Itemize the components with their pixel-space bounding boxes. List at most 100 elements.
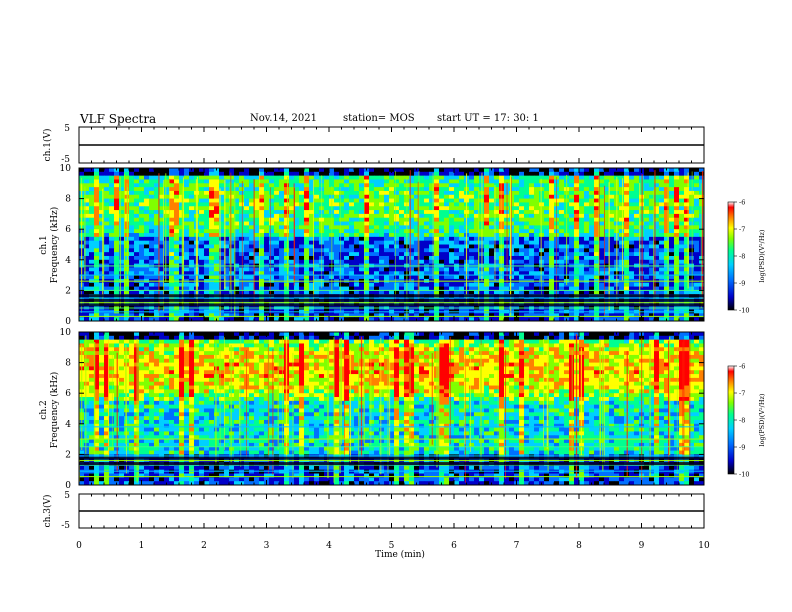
spectrogram-cell: [144, 282, 150, 287]
spectrogram-cell: [344, 290, 350, 295]
spectrogram-cell: [634, 202, 640, 207]
spectrogram-cell: [219, 317, 225, 322]
spectrogram-cell: [279, 213, 285, 219]
spectrogram-cell: [89, 252, 95, 257]
spectrogram-cell: [114, 198, 120, 203]
spectrogram-cell: [199, 267, 205, 272]
spectrogram-cell: [199, 286, 205, 291]
date-label: Nov.14, 2021: [250, 113, 317, 124]
spectrogram-cell: [309, 198, 315, 203]
spectrogram-cell: [454, 225, 460, 230]
spectrogram-cell: [594, 259, 600, 265]
spectrogram-cell: [469, 233, 475, 238]
spectrogram-cell: [209, 190, 215, 196]
spectrogram-cell: [144, 317, 150, 322]
spectrogram-cell: [524, 213, 530, 219]
spectrogram-cell: [124, 183, 130, 188]
spectrogram-cell: [609, 255, 615, 261]
spectrogram-cell: [209, 202, 215, 207]
spectrogram-cell: [429, 168, 435, 173]
spectrogram-cell: [244, 221, 250, 226]
spectrogram-cell: [629, 229, 635, 234]
spectrogram-cell: [574, 179, 580, 184]
spectrogram-cell: [199, 168, 205, 173]
spectrogram-cell: [524, 286, 530, 291]
spectrogram-cell: [149, 317, 155, 322]
spectrogram-cell: [519, 179, 525, 184]
spectrogram-cell: [324, 202, 330, 207]
spectrogram-cell: [169, 210, 175, 215]
spectrogram-cell: [599, 210, 605, 215]
spectrogram-cell: [619, 202, 625, 207]
spectrogram-cell: [559, 213, 565, 219]
spectrogram-cell: [314, 236, 320, 242]
spectrogram-cell: [299, 198, 305, 203]
spectrogram-cell: [339, 221, 345, 226]
spectrogram-cell: [149, 286, 155, 291]
spectrogram-cell: [549, 313, 555, 318]
spectrogram-cell: [149, 240, 155, 245]
spectrogram-cell: [169, 206, 175, 211]
spectrogram-cell: [549, 286, 555, 291]
spectrogram-cell: [289, 175, 295, 180]
spectrogram-cell: [269, 183, 275, 188]
spectrogram-cell: [259, 198, 265, 203]
spectrogram-cell: [219, 202, 225, 207]
spectrogram-cell: [659, 213, 665, 219]
spectrogram-cell: [454, 202, 460, 207]
spectrogram-cell: [634, 282, 640, 287]
spectrogram-cell: [689, 282, 695, 287]
spectrogram-cell: [609, 217, 615, 222]
spectrogram-cell: [469, 190, 475, 196]
spectrogram-cell: [114, 267, 120, 272]
spectrogram-cell: [164, 252, 170, 257]
spectrogram-cell: [379, 240, 385, 245]
spectrogram-cell: [259, 259, 265, 265]
spectrogram-cell: [574, 221, 580, 226]
spectrogram-cell: [384, 236, 390, 242]
spectrogram-cell: [549, 236, 555, 242]
spectrogram-cell: [574, 190, 580, 196]
spectrogram-cell: [379, 187, 385, 192]
spectrogram-cell: [399, 271, 405, 276]
spectrogram-cell: [89, 313, 95, 318]
spectrogram-cell: [164, 233, 170, 238]
spectrogram-cell: [304, 252, 310, 257]
spectrogram-cell: [154, 286, 160, 291]
spectrogram-cell: [389, 290, 395, 295]
spectrogram-cell: [389, 267, 395, 272]
spectrogram-cell: [409, 210, 415, 215]
spectrogram-cell: [494, 179, 500, 184]
spectrogram-cell: [289, 171, 295, 177]
spectrogram-cell: [289, 286, 295, 291]
spectrogram-cell: [429, 213, 435, 219]
spectrogram-cell: [544, 267, 550, 272]
spectrogram-cell: [444, 171, 450, 177]
spectrogram-cell: [549, 194, 555, 200]
spectrogram-cell: [594, 244, 600, 249]
spectrogram-cell: [409, 190, 415, 196]
spectrogram-cell: [544, 317, 550, 322]
spectrogram-cell: [694, 198, 700, 203]
spectrogram-cell: [534, 317, 540, 322]
spectrogram-cell: [604, 290, 610, 295]
spectrogram-cell: [374, 317, 380, 322]
spectrogram-cell: [679, 252, 685, 257]
spectrogram-cell: [164, 206, 170, 211]
spectrogram-cell: [384, 183, 390, 188]
spectrogram-cell: [449, 171, 455, 177]
spectrogram-cell: [389, 286, 395, 291]
spectrogram-cell: [134, 271, 140, 276]
spectrogram-cell: [399, 206, 405, 211]
spectrogram-cell: [359, 248, 365, 253]
spectrogram-cell: [529, 244, 535, 249]
spectrogram-cell: [649, 213, 655, 219]
spectrogram-cell: [584, 229, 590, 234]
spectrogram-cell: [414, 171, 420, 177]
spectrogram-cell: [344, 194, 350, 200]
spectrogram-cell: [599, 275, 605, 280]
spectrogram-cell: [499, 248, 505, 253]
spectrogram-cell: [544, 168, 550, 173]
spectrogram-cell: [314, 313, 320, 318]
spectrogram-cell: [369, 275, 375, 280]
